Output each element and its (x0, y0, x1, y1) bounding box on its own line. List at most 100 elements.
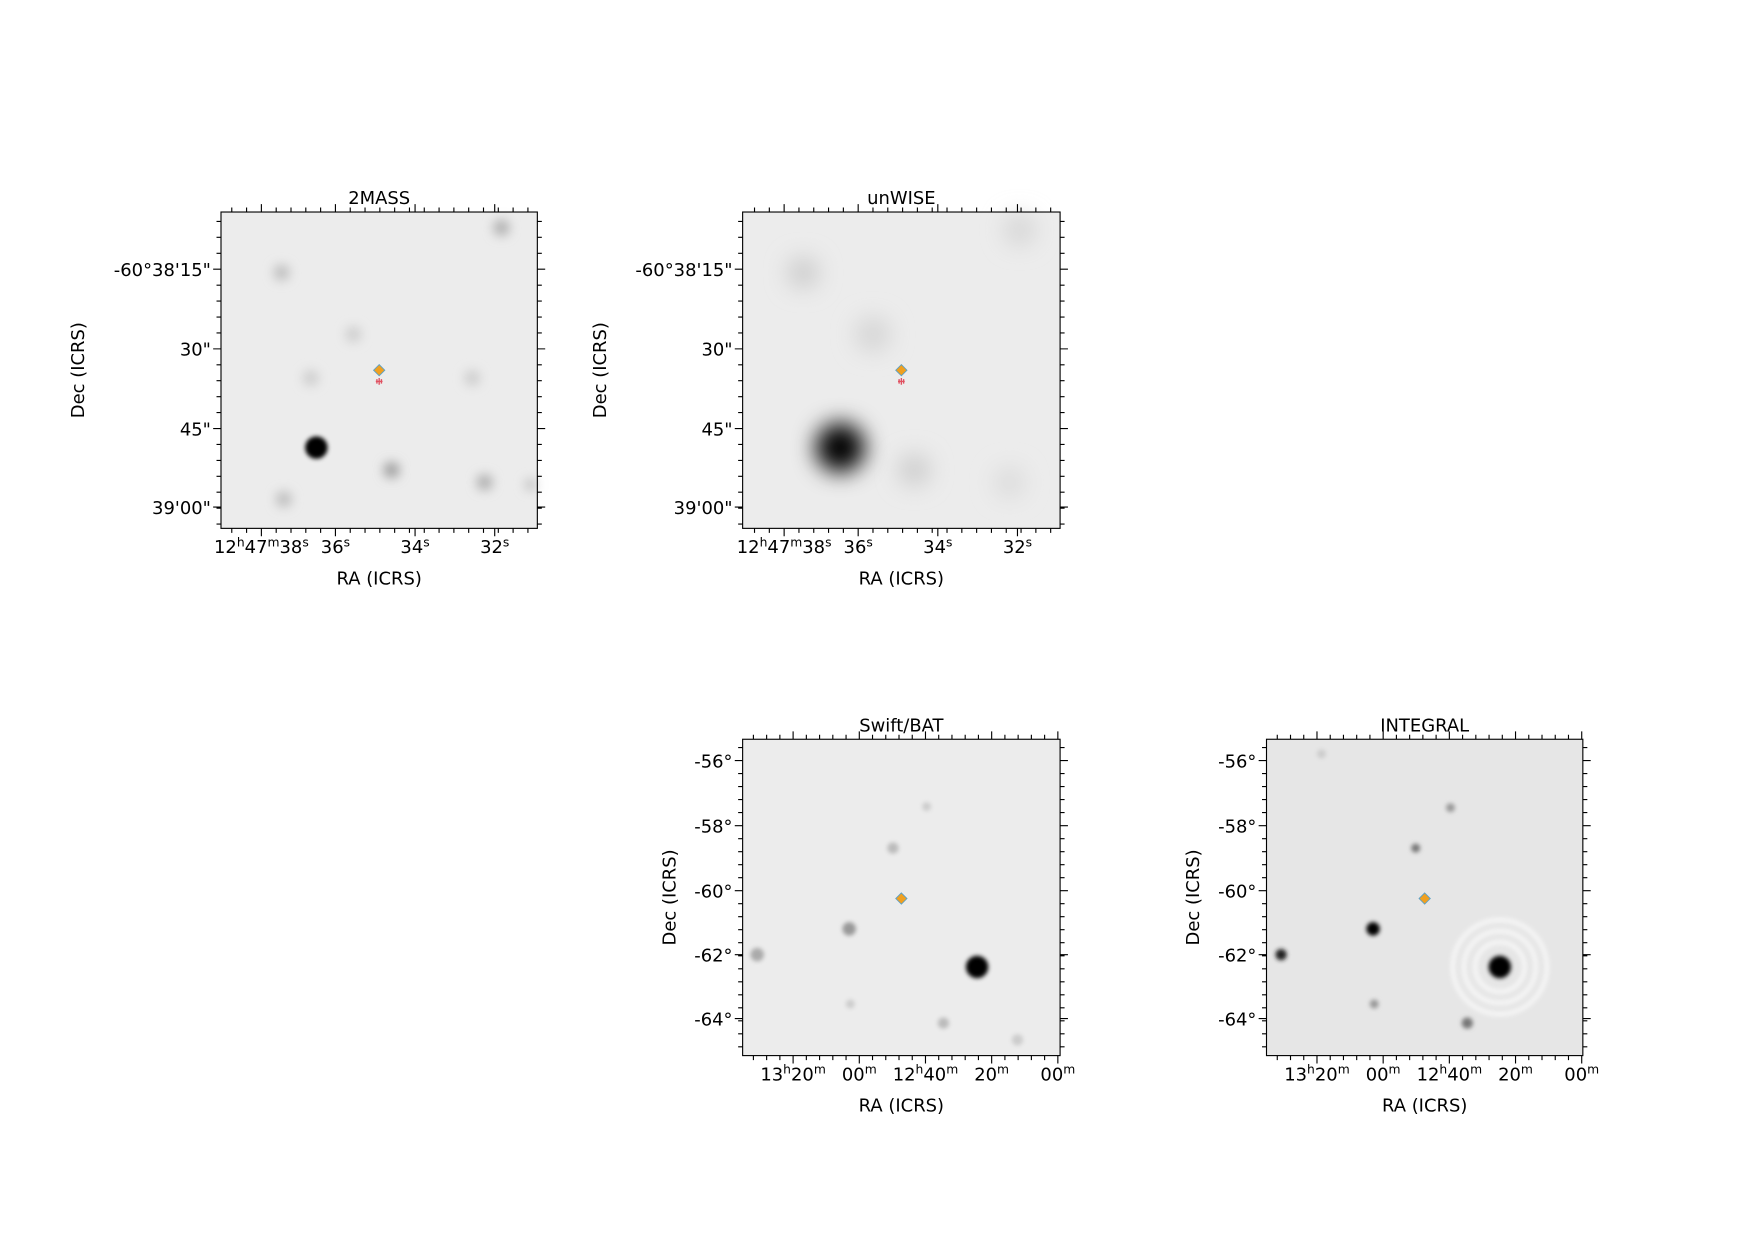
tick-unit: s (946, 535, 952, 549)
source (1369, 999, 1379, 1009)
tick-unit: m (790, 535, 802, 549)
tick-number: 47 (245, 537, 268, 558)
source (1004, 214, 1036, 246)
tick-unit: h (1439, 1063, 1447, 1077)
source (1488, 955, 1512, 979)
tick-number: 36 (844, 537, 867, 558)
tick-unit: m (1587, 1063, 1599, 1077)
source (787, 256, 819, 289)
tick-number: 00 (842, 1064, 865, 1085)
panel-title: INTEGRAL (1380, 715, 1469, 736)
target-marker (895, 363, 908, 377)
tick-unit: s (1026, 535, 1032, 549)
source (842, 922, 856, 936)
y-tick-label: -58° (1218, 816, 1256, 837)
tick-number: 47 (767, 537, 790, 558)
tick-unit: m (1389, 1063, 1401, 1077)
source (464, 370, 481, 386)
y-tick-label: -56° (1218, 751, 1256, 772)
y-axis-label: Dec (ICRS) (590, 322, 611, 418)
source (1411, 843, 1421, 853)
source (383, 462, 400, 478)
tick-number: 12 (1417, 1064, 1440, 1085)
source (854, 316, 891, 353)
x-tick-label: 32s (480, 535, 509, 558)
source (476, 474, 493, 491)
tick-unit: h (1307, 1063, 1315, 1077)
target-marker (895, 892, 908, 905)
tick-number: 00 (1366, 1064, 1389, 1085)
tick-unit: s (344, 535, 350, 549)
tick-number: 13 (760, 1064, 783, 1085)
ring-artifact (1450, 917, 1550, 1017)
tick-number: 38 (802, 537, 825, 558)
x-axis-label: RA (ICRS) (859, 1096, 944, 1117)
x-axis-label: RA (ICRS) (336, 568, 421, 589)
tick-number: 32 (1003, 537, 1026, 558)
y-tick-label: -62° (694, 945, 732, 966)
source (1445, 803, 1455, 813)
panel: Swift/BAT RA (ICRS) Dec (ICRS) -56° -58° -60°… (659, 715, 1075, 1116)
x-tick-label: 34s (923, 535, 952, 558)
tick-unit: m (1521, 1063, 1533, 1077)
frame (1265, 738, 1584, 1057)
tick-unit: m (1338, 1063, 1350, 1077)
tick-unit: s (302, 535, 308, 549)
tick-number: 34 (923, 537, 946, 558)
panel: 2MASS RA (ICRS) Dec (ICRS) -60°38'15" 30" 45"… (68, 188, 546, 589)
tick-number: 20 (1315, 1064, 1338, 1085)
tick-unit: s (503, 535, 509, 549)
x-tick-label: 12h47m38s (737, 535, 832, 558)
panel: INTEGRAL RA (ICRS) Dec (ICRS) -56° -58° -60° -… (1183, 715, 1599, 1116)
y-tick-label: 39'00" (674, 498, 733, 519)
tick-unit: s (423, 535, 429, 549)
ring-artifact (1472, 940, 1527, 994)
panel-title: 2MASS (348, 188, 410, 209)
source (965, 955, 989, 979)
x-tick-label: 34s (400, 535, 429, 558)
x-tick-label: 36s (844, 535, 873, 558)
y-tick-label: -58° (694, 816, 732, 837)
x-tick-label: 20m (1498, 1063, 1533, 1086)
source (1366, 922, 1380, 936)
tick-unit: s (866, 535, 872, 549)
tick-number: 32 (480, 537, 503, 558)
tick-number: 40 (1447, 1064, 1470, 1085)
source (845, 999, 855, 1009)
tick-marks (213, 204, 546, 537)
y-tick-label: -62° (1218, 945, 1256, 966)
source (1011, 1034, 1024, 1046)
ring-artifact (1461, 928, 1538, 1006)
x-tick-label: 12h40m (1417, 1063, 1483, 1086)
y-tick-label: 30" (180, 340, 211, 361)
tick-number: 40 (923, 1064, 946, 1085)
y-tick-label: 45" (701, 419, 732, 440)
tick-unit: h (916, 1063, 924, 1077)
x-tick-label: 00m (1564, 1063, 1599, 1086)
source (922, 802, 932, 812)
tick-unit: h (783, 1063, 791, 1077)
x-tick-label: 00m (842, 1063, 877, 1086)
x-axis-label: RA (ICRS) (1382, 1096, 1467, 1117)
x-tick-label: 20m (974, 1063, 1009, 1086)
source (887, 842, 899, 854)
x-tick-label: 13h20m (1284, 1063, 1350, 1086)
panel-title: unWISE (867, 188, 935, 209)
tick-unit: m (997, 1063, 1009, 1077)
y-tick-label: -60° (694, 881, 732, 902)
x-tick-label: 12h47m38s (214, 535, 309, 558)
x-tick-label: 00m (1040, 1063, 1075, 1086)
tick-number: 38 (280, 537, 303, 558)
tick-unit: m (1470, 1063, 1482, 1077)
source (1275, 949, 1287, 961)
tick-unit: h (237, 535, 245, 549)
tick-number: 12 (893, 1064, 916, 1085)
y-axis-label: Dec (ICRS) (68, 322, 89, 418)
y-tick-label: 30" (701, 340, 732, 361)
source (275, 491, 292, 508)
source (815, 422, 865, 473)
source (302, 370, 319, 386)
y-axis-label: Dec (ICRS) (659, 849, 680, 945)
y-tick-label: -60° (1218, 881, 1256, 902)
